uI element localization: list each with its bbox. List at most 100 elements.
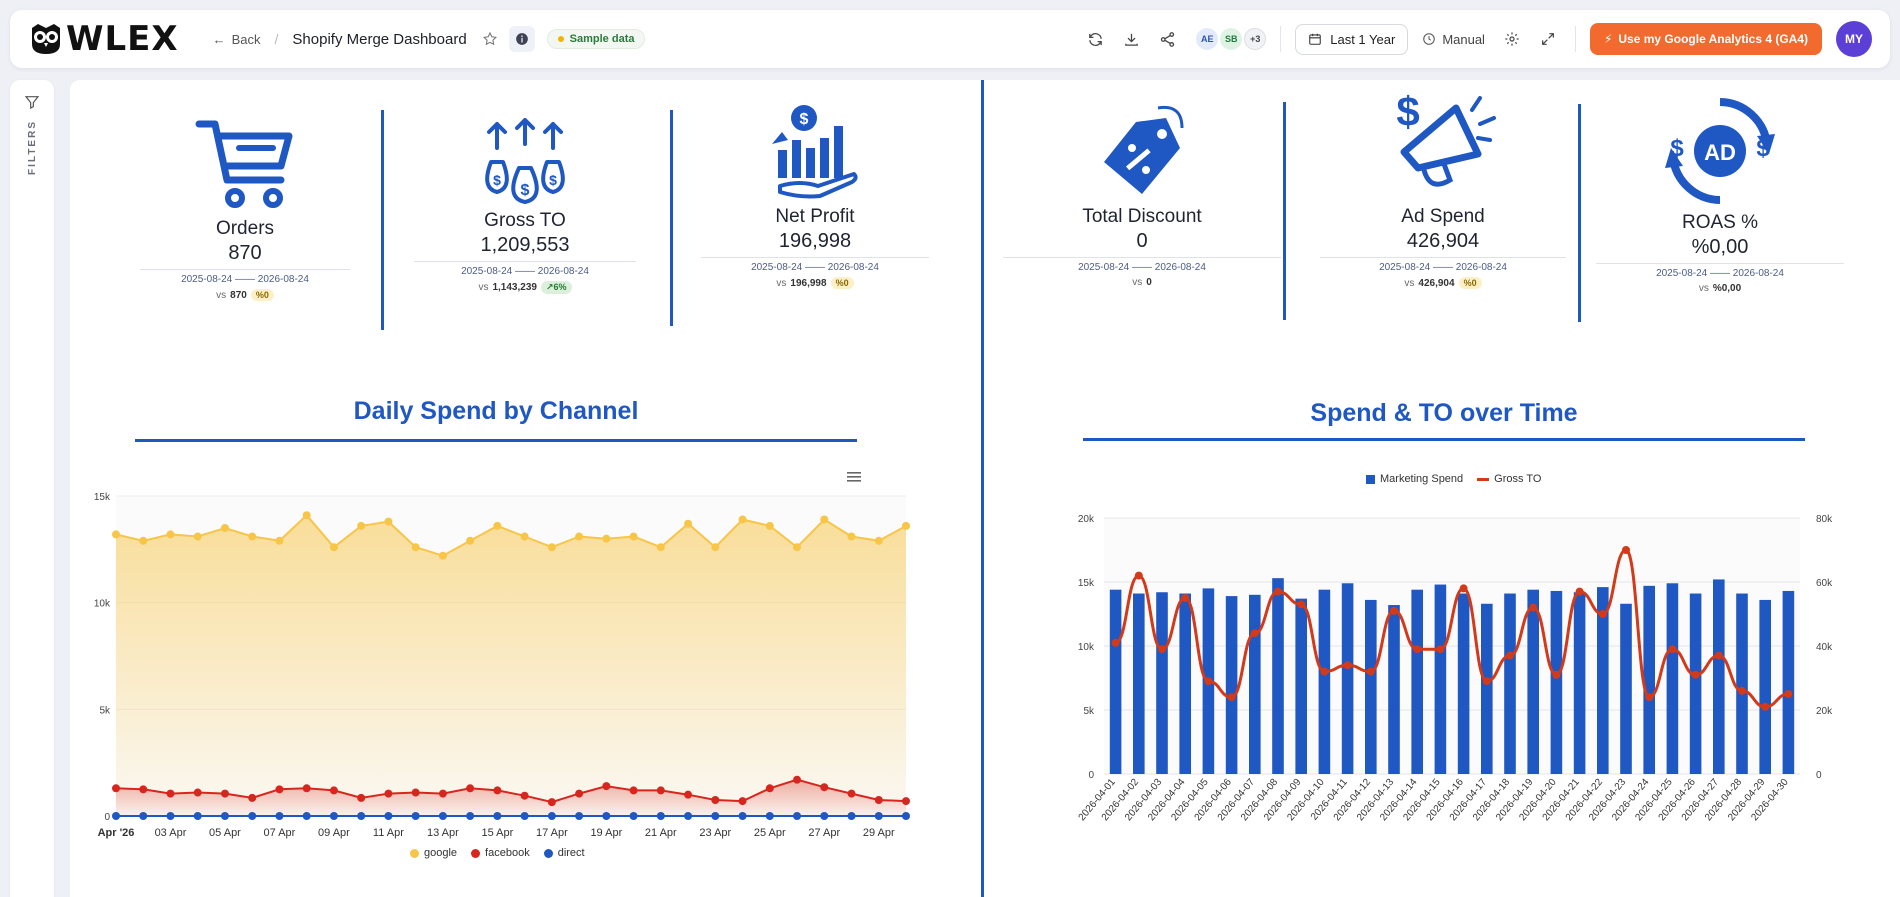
kpi-net-profit[interactable]: $ Net Profit 196,998 2025-08-24 —— 2026-… <box>700 104 930 289</box>
data-point-direct <box>438 812 447 820</box>
kpi-comparison: vs 426,904 %0 <box>1320 277 1566 289</box>
divider <box>1280 26 1282 52</box>
bar-marketing-spend <box>1388 605 1400 774</box>
kpi-roas[interactable]: AD $ $ ROAS % %0,00 2025-08-24 —— 2026-0… <box>1596 96 1844 294</box>
chart-menu-icon[interactable] <box>846 470 862 484</box>
kpi-rule <box>701 257 929 258</box>
bar-marketing-spend <box>1179 593 1191 774</box>
kpi-orders[interactable]: Orders 870 2025-08-24 —— 2026-08-24 vs 8… <box>140 118 350 301</box>
refresh-icon[interactable] <box>1082 26 1108 52</box>
sample-data-badge: Sample data <box>546 29 646 49</box>
data-point-google <box>112 530 120 539</box>
data-point-direct <box>738 812 747 820</box>
star-icon[interactable] <box>477 26 503 52</box>
y-right-tick-label: 40k <box>1816 642 1833 653</box>
legend-marketing-spend[interactable]: Marketing Spend <box>1366 473 1463 485</box>
y-left-tick-label: 20k <box>1078 514 1095 525</box>
data-point-direct <box>166 812 175 820</box>
kpi-ad-spend[interactable]: $ Ad Spend 426,904 2025-08-24 —— 2026-08… <box>1320 88 1566 289</box>
owlex-logo[interactable]: WLEX <box>28 19 179 59</box>
vs-value: 870 <box>230 289 247 301</box>
data-point-direct <box>684 812 693 820</box>
shopping-cart-icon <box>195 120 293 208</box>
data-point-google <box>602 534 611 543</box>
x-tick-label: 05 Apr <box>209 827 241 839</box>
vs-prefix: vs <box>478 282 489 293</box>
change-badge: %0 <box>250 289 274 301</box>
avatar: AE <box>1196 28 1219 50</box>
series-area-google <box>116 515 906 816</box>
discount-tag-icon <box>1104 105 1184 194</box>
data-point-gross-to <box>1738 686 1746 695</box>
kpi-gross-to[interactable]: $ $ $ Gross TO 1,209,553 2025-08-24 —— 2… <box>414 118 636 294</box>
data-point-facebook <box>820 783 829 792</box>
legend-google[interactable]: google <box>410 847 457 859</box>
filters-panel-toggle[interactable]: FILTERS <box>10 80 54 897</box>
bar-marketing-spend <box>1272 578 1284 774</box>
data-point-facebook <box>711 796 720 804</box>
bar-marketing-spend <box>1550 590 1563 774</box>
x-tick-label: 23 Apr <box>699 827 731 839</box>
data-point-facebook <box>656 786 665 795</box>
x-tick-label: 21 Apr <box>645 827 677 839</box>
download-icon[interactable] <box>1118 26 1144 52</box>
data-point-direct <box>765 812 774 820</box>
refresh-mode-button[interactable]: Manual <box>1418 32 1489 47</box>
data-point-direct <box>193 812 202 820</box>
data-point-gross-to <box>1506 651 1514 660</box>
shared-users[interactable]: AE SB +3 <box>1196 28 1267 50</box>
date-range-button[interactable]: Last 1 Year <box>1295 23 1409 55</box>
data-point-direct <box>493 812 502 820</box>
bar-marketing-spend <box>1620 603 1632 774</box>
data-point-google <box>547 543 556 552</box>
svg-text:$: $ <box>800 111 809 128</box>
vs-prefix: vs <box>1404 277 1415 289</box>
data-point-direct <box>575 812 584 820</box>
series-line-google <box>115 513 907 557</box>
kpi-label: Gross TO <box>484 210 566 231</box>
data-point-facebook <box>793 775 802 784</box>
data-point-facebook <box>248 793 257 802</box>
data-point-facebook <box>166 789 175 798</box>
share-icon[interactable] <box>1154 26 1180 52</box>
data-point-gross-to <box>1529 603 1538 612</box>
bar-marketing-spend <box>1133 593 1145 774</box>
chart2-legend: Marketing Spend Gross TO <box>1366 473 1541 485</box>
legend-gross-to[interactable]: Gross TO <box>1477 473 1541 485</box>
expand-icon[interactable] <box>1535 26 1561 52</box>
data-point-google <box>575 532 584 541</box>
use-ga4-button[interactable]: ⚡ Use my Google Analytics 4 (GA4) <box>1589 23 1822 55</box>
vs-value: 1,143,239 <box>492 282 537 293</box>
legend-label: Marketing Spend <box>1380 473 1464 485</box>
kpi-total-discount[interactable]: Total Discount 0 2025-08-24 —— 2026-08-2… <box>1003 104 1281 288</box>
data-point-direct <box>302 812 311 820</box>
data-point-google <box>902 521 910 530</box>
legend-facebook[interactable]: facebook <box>471 847 530 859</box>
data-point-direct <box>384 812 393 820</box>
data-point-facebook <box>520 791 529 800</box>
data-point-google <box>329 543 338 552</box>
bar-marketing-spend <box>1225 596 1238 774</box>
x-tick-label: 17 Apr <box>536 827 568 839</box>
user-avatar[interactable]: MY <box>1836 21 1872 57</box>
data-point-direct <box>902 812 910 820</box>
data-point-gross-to <box>1227 693 1236 702</box>
data-point-google <box>139 536 148 545</box>
svg-text:$: $ <box>1396 88 1419 135</box>
bar-marketing-spend <box>1643 585 1655 774</box>
back-button[interactable]: ← Back <box>213 32 261 47</box>
clock-icon <box>1423 33 1436 45</box>
data-point-direct <box>847 812 856 820</box>
info-icon[interactable] <box>508 26 535 52</box>
legend-direct[interactable]: direct <box>543 847 585 859</box>
data-point-google <box>793 543 802 552</box>
data-point-facebook <box>902 797 910 806</box>
gear-icon[interactable] <box>1499 26 1525 52</box>
data-point-gross-to <box>1111 638 1120 647</box>
data-point-google <box>765 521 774 530</box>
data-point-facebook <box>411 788 420 797</box>
y-left-tick-label: 15k <box>1078 578 1095 589</box>
filters-label: FILTERS <box>26 120 38 175</box>
kpi-date-range: 2025-08-24 —— 2026-08-24 <box>461 266 589 277</box>
